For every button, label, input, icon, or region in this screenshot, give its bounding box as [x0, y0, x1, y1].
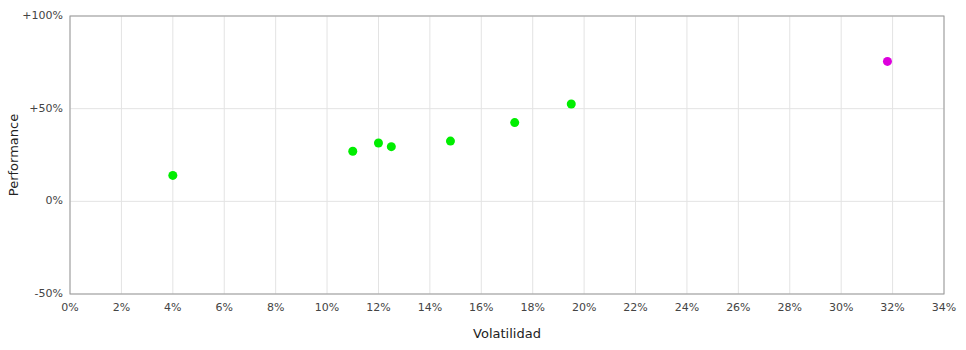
x-grid-line: [327, 16, 328, 294]
x-tick-label: 32%: [880, 301, 904, 314]
grid: [70, 16, 944, 294]
x-tick-label: 24%: [675, 301, 699, 314]
x-grid-line: [841, 16, 842, 294]
x-tick-label: 2%: [113, 301, 130, 314]
x-grid-line: [892, 16, 893, 294]
x-grid-line: [584, 16, 585, 294]
x-grid-line: [635, 16, 636, 294]
x-grid-line: [172, 16, 173, 294]
scatter-point: [883, 57, 892, 66]
x-tick-label: 8%: [267, 301, 284, 314]
scatter-point: [510, 118, 519, 127]
plot-frame: [70, 16, 944, 294]
x-grid-line: [224, 16, 225, 294]
x-grid-line: [738, 16, 739, 294]
y-tick-label: +100%: [22, 9, 63, 22]
x-tick-label: 22%: [623, 301, 647, 314]
x-tick-label: 26%: [726, 301, 750, 314]
x-grid-line: [686, 16, 687, 294]
x-grid-line: [429, 16, 430, 294]
x-tick-label: 20%: [572, 301, 596, 314]
x-tick-label: 6%: [216, 301, 233, 314]
y-tick-label: -50%: [35, 287, 63, 300]
y-grid-line: [70, 108, 944, 109]
scatter-point: [567, 100, 576, 109]
series-points: [168, 100, 575, 180]
y-grid-line: [70, 201, 944, 202]
x-grid-line: [481, 16, 482, 294]
marks: [168, 57, 892, 180]
y-axis-title: Performance: [6, 114, 21, 196]
x-tick-label: 34%: [932, 301, 956, 314]
scatter-point: [387, 142, 396, 151]
scatter-point: [374, 138, 383, 147]
x-tick-label: 28%: [778, 301, 802, 314]
series-points: [883, 57, 892, 66]
y-tick-label: +50%: [29, 102, 63, 115]
x-grid-line: [121, 16, 122, 294]
x-grid-line: [378, 16, 379, 294]
x-tick-label: 16%: [469, 301, 493, 314]
scatter-point: [446, 137, 455, 146]
x-tick-label: 0%: [61, 301, 78, 314]
x-tick-label: 12%: [366, 301, 390, 314]
chart-container: 0% 2% 4% 6% 8% 10% 12% 14% 16% 18% 20% 22% 24% 26% 28%…: [0, 0, 966, 350]
x-tick-label: 4%: [164, 301, 181, 314]
chart-svg: 0% 2% 4% 6% 8% 10% 12% 14% 16% 18% 20% 22% 24% 26% 28%…: [0, 0, 966, 350]
tick-labels: 0% 2% 4% 6% 8% 10% 12% 14% 16% 18% 20% 22% 24% 26% 28%…: [22, 9, 956, 314]
x-grid-line: [275, 16, 276, 294]
x-axis-title: Volatilidad: [473, 326, 541, 341]
x-tick-label: 30%: [829, 301, 853, 314]
x-tick-label: 14%: [418, 301, 442, 314]
x-tick-label: 18%: [520, 301, 544, 314]
scatter-point: [168, 171, 177, 180]
x-grid-line: [789, 16, 790, 294]
x-grid-line: [532, 16, 533, 294]
x-tick-label: 10%: [315, 301, 339, 314]
scatter-point: [348, 147, 357, 156]
y-tick-label: 0%: [46, 194, 63, 207]
